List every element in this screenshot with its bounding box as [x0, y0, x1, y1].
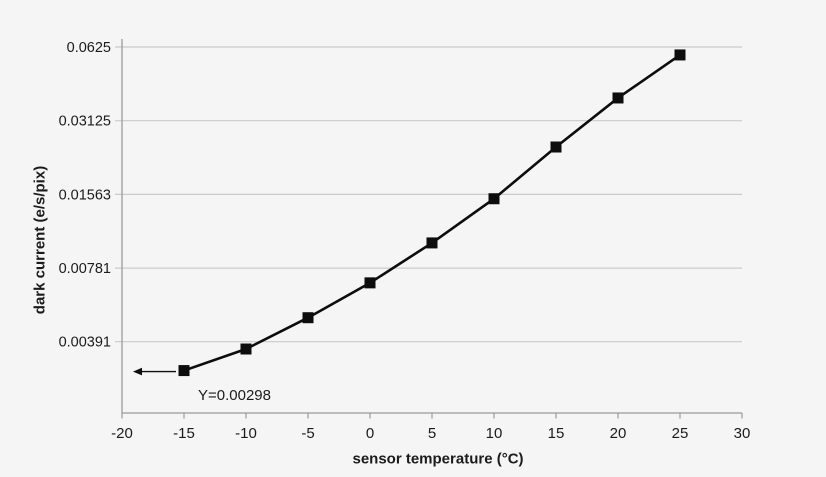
x-tick-label: 15 [548, 425, 565, 442]
x-tick-label: 0 [366, 425, 374, 442]
data-point-marker [674, 49, 686, 61]
data-point-marker [612, 92, 624, 104]
x-tick-label: 20 [610, 425, 627, 442]
y-tick-label: 0.00391 [59, 335, 111, 351]
annotation-arrowhead [133, 367, 142, 376]
x-tick-label: 10 [486, 425, 503, 442]
annotation-label: Y=0.00298 [198, 387, 271, 404]
data-point-marker [426, 237, 438, 249]
x-tick-label: 5 [428, 425, 436, 442]
y-tick-label: 0.01563 [59, 187, 111, 203]
y-axis-title: dark current (e/s/pix) [31, 165, 49, 315]
data-point-marker [488, 193, 500, 205]
data-point-marker [550, 141, 562, 153]
data-line [183, 53, 681, 372]
x-tick-label: -15 [173, 425, 195, 442]
data-point-marker [240, 343, 252, 355]
data-point-marker [302, 312, 314, 324]
y-tick-label: 0.0625 [67, 40, 111, 56]
y-tick-label: 0.03125 [59, 114, 111, 130]
x-tick-label: 30 [734, 425, 751, 442]
x-tick-label: -5 [301, 425, 314, 442]
x-axis-title: sensor temperature (°C) [352, 450, 524, 468]
x-tick-label: 25 [672, 425, 689, 442]
data-point-marker [364, 277, 376, 289]
data-point-marker [178, 365, 190, 377]
y-tick-label: 0.00781 [59, 261, 111, 277]
x-tick-label: -20 [111, 425, 133, 442]
x-tick-label: -10 [235, 425, 257, 442]
